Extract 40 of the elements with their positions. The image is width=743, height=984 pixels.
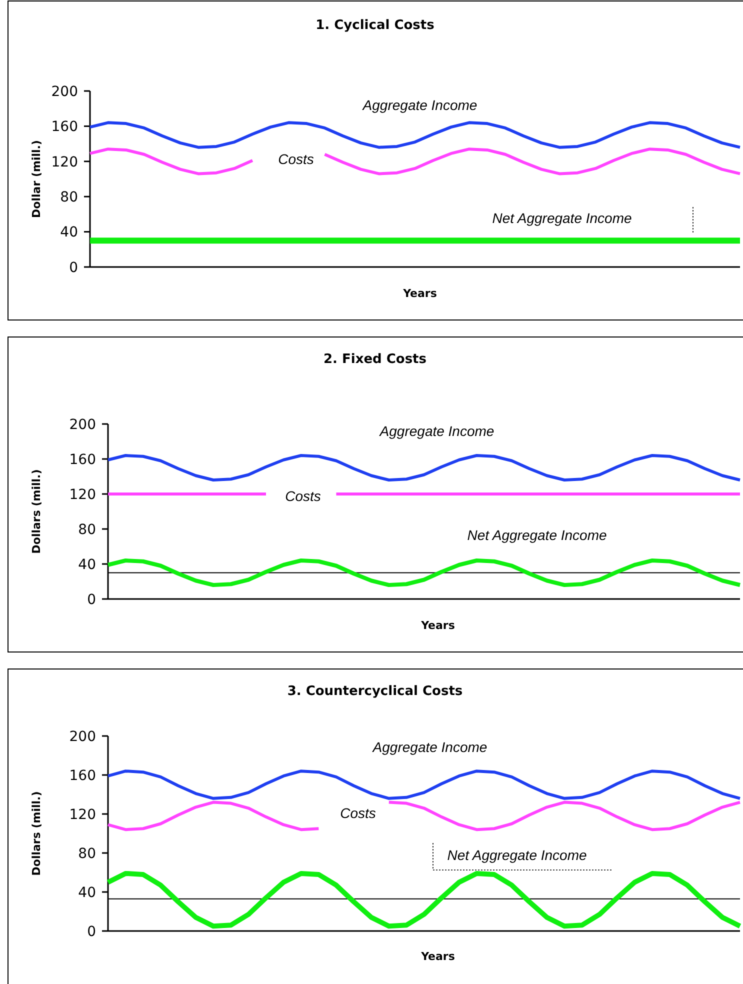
line-series	[106, 454, 742, 482]
series-label: Net Aggregate Income	[492, 210, 632, 226]
y-tick-label: 40	[60, 224, 78, 241]
y-axis-title: Dollars (mill.)	[30, 469, 43, 554]
y-tick-label: 160	[69, 768, 96, 784]
series-label: Aggregate Income	[362, 97, 478, 113]
y-tick-label: 40	[78, 556, 96, 573]
y-tick-label: 0	[69, 260, 78, 276]
series-label: Aggregate Income	[372, 739, 488, 755]
y-tick-label: 80	[60, 190, 78, 206]
line-series	[88, 121, 742, 149]
y-tick-label: 200	[69, 416, 96, 433]
series-label: Costs	[278, 151, 314, 167]
y-axis-title: Dollar (mill.)	[30, 140, 43, 218]
y-tick-label: 200	[69, 728, 96, 745]
y-tick-label: 120	[69, 806, 96, 823]
y-tick-label: 40	[78, 884, 96, 901]
x-axis-title: Years	[402, 287, 438, 300]
chart-title: 1. Cyclical Costs	[316, 18, 435, 33]
series-label: Aggregate Income	[378, 423, 494, 439]
line-series	[106, 558, 742, 587]
y-tick-label: 80	[78, 846, 96, 862]
series-label: Costs	[285, 488, 321, 504]
chart-title: 3. Countercyclical Costs	[287, 684, 463, 699]
y-tick-label: 160	[69, 452, 96, 468]
y-tick-label: 0	[87, 924, 96, 940]
y-tick-label: 120	[69, 486, 96, 503]
series-label: Net Aggregate Income	[447, 847, 587, 863]
y-axis-title: Dollars (mill.)	[30, 791, 43, 876]
line-series	[106, 770, 742, 800]
x-axis-title: Years	[420, 950, 456, 963]
y-tick-label: 120	[51, 154, 78, 170]
y-tick-label: 200	[51, 84, 78, 100]
y-tick-label: 80	[78, 522, 96, 538]
series-label: Net Aggregate Income	[467, 527, 607, 543]
y-tick-label: 0	[87, 592, 96, 608]
series-label: Costs	[340, 805, 376, 821]
x-axis-title: Years	[420, 619, 456, 632]
chart-title: 2. Fixed Costs	[323, 352, 427, 367]
y-tick-label: 160	[51, 119, 78, 136]
